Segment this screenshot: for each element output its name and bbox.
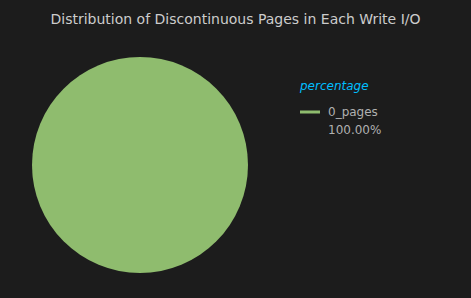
legend-label: 0_pages [328,105,378,119]
pie-slice [32,57,248,273]
chart-container: Distribution of Discontinuous Pages in E… [0,0,471,298]
legend-swatch [300,111,320,114]
pie [32,57,248,273]
background [0,0,471,298]
legend-value: 100.00% [328,123,381,137]
legend: percentage 0_pages 100.00% [299,79,381,137]
chart: Distribution of Discontinuous Pages in E… [0,0,471,298]
title: Distribution of Discontinuous Pages in E… [50,11,420,27]
legend-title: percentage [299,79,369,93]
